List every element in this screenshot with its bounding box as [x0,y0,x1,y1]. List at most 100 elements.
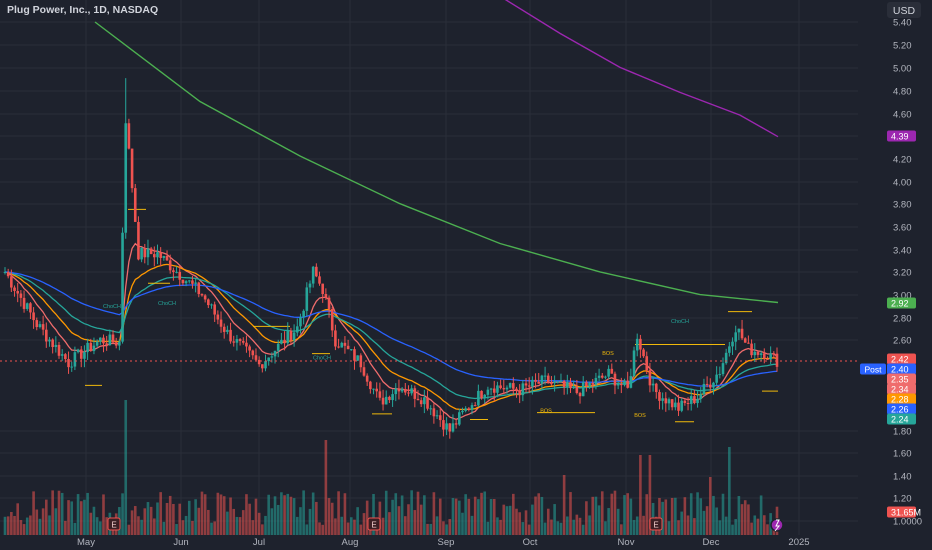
volume-bar [248,503,251,535]
volume-bar [334,518,337,535]
candle-body [111,334,115,343]
candle-body [512,383,515,389]
volume-bar [362,513,366,535]
volume-bar [442,521,445,535]
volume-bar [238,517,242,535]
x-tick-label: Dec [703,537,720,548]
candle-body [737,328,741,333]
volume-bar [292,498,296,535]
volume-bar [337,491,340,535]
candle-body [594,377,598,385]
volume-bar [674,497,677,535]
volume-bar [315,501,318,535]
candle-body [369,381,372,390]
candle-body [353,349,356,361]
volume-bar [426,523,429,535]
long-moving-average-line [504,0,779,138]
earnings-marker[interactable] [649,517,663,531]
candle-body [216,314,220,320]
earnings-marker[interactable] [107,517,121,531]
candle-body [753,351,757,356]
volume-bar [585,501,588,535]
candle-body [438,415,442,421]
volume-bar [664,499,668,535]
volume-bar [83,499,86,535]
candle-body [280,339,283,344]
candle-body [550,383,553,385]
volume-bar [566,516,569,535]
volume-bar [562,475,566,535]
volume-bar [588,515,591,535]
candle-body [747,342,750,344]
candle-body [114,342,118,346]
volume-bar [505,506,509,535]
candle-body [232,341,236,343]
candle-body [658,392,661,401]
candle-body [724,352,728,364]
volume-bar [207,509,210,535]
y-tick-label: 1.60 [893,449,912,460]
volume-bar [432,492,436,535]
volume-bar [25,517,29,535]
volume-bar [762,515,766,535]
volume-bar [210,522,213,535]
candle-body [775,353,779,367]
volume-bar [759,495,763,535]
candle-body [194,282,197,284]
y-tick-label: 3.20 [893,268,912,279]
candle-body [635,338,639,351]
price-axis[interactable] [858,0,932,550]
candle-body [156,252,159,258]
candle-body [184,281,188,284]
candle-body [454,423,458,425]
moving-average-line [4,271,778,387]
volume-bar [677,520,680,535]
x-tick-label: Sep [438,537,455,548]
candle-body [489,388,493,390]
candle-body [235,339,239,343]
candle-body [41,324,45,330]
candle-body [241,341,245,343]
volume-bar [448,519,452,535]
candle-body [731,341,734,347]
volume-bar [438,498,442,535]
candle-body [620,383,623,386]
y-tick-label: 3.40 [893,246,912,257]
earnings-marker-label: E [371,521,376,530]
volume-bar [743,500,747,535]
candle-body [337,346,340,348]
candle-body [203,295,207,300]
volume-bar [645,494,649,535]
candle-body [728,346,731,353]
candle-body [19,293,23,298]
volume-bar [16,503,20,535]
candle-body [130,148,134,189]
volume-bar [388,512,391,535]
y-tick-label: 4.00 [893,178,912,189]
volume-bar [648,455,652,535]
candle-body [89,342,93,352]
volume-bar [321,524,324,535]
candle-body [378,391,382,398]
volume-bar [600,491,604,535]
volume-bar [534,496,537,535]
volume-bar [48,515,51,535]
candle-body [461,410,464,413]
candle-body [610,368,614,374]
structure-annotation: ChoCH [158,301,176,307]
candle-body [394,388,398,395]
volume-bar [146,502,150,535]
moving-average-line [4,263,778,411]
structure-annotation: ChoCH [671,319,689,325]
currency-button[interactable] [887,2,921,18]
price-badge-label: 31.65M [891,508,921,518]
volume-bar [524,510,528,535]
candle-body [524,383,528,386]
candle-body [64,354,67,360]
candle-body [686,403,690,405]
candle-body [616,383,620,386]
candle-body [648,370,652,386]
earnings-marker[interactable] [367,517,381,531]
volume-bar [578,517,582,535]
